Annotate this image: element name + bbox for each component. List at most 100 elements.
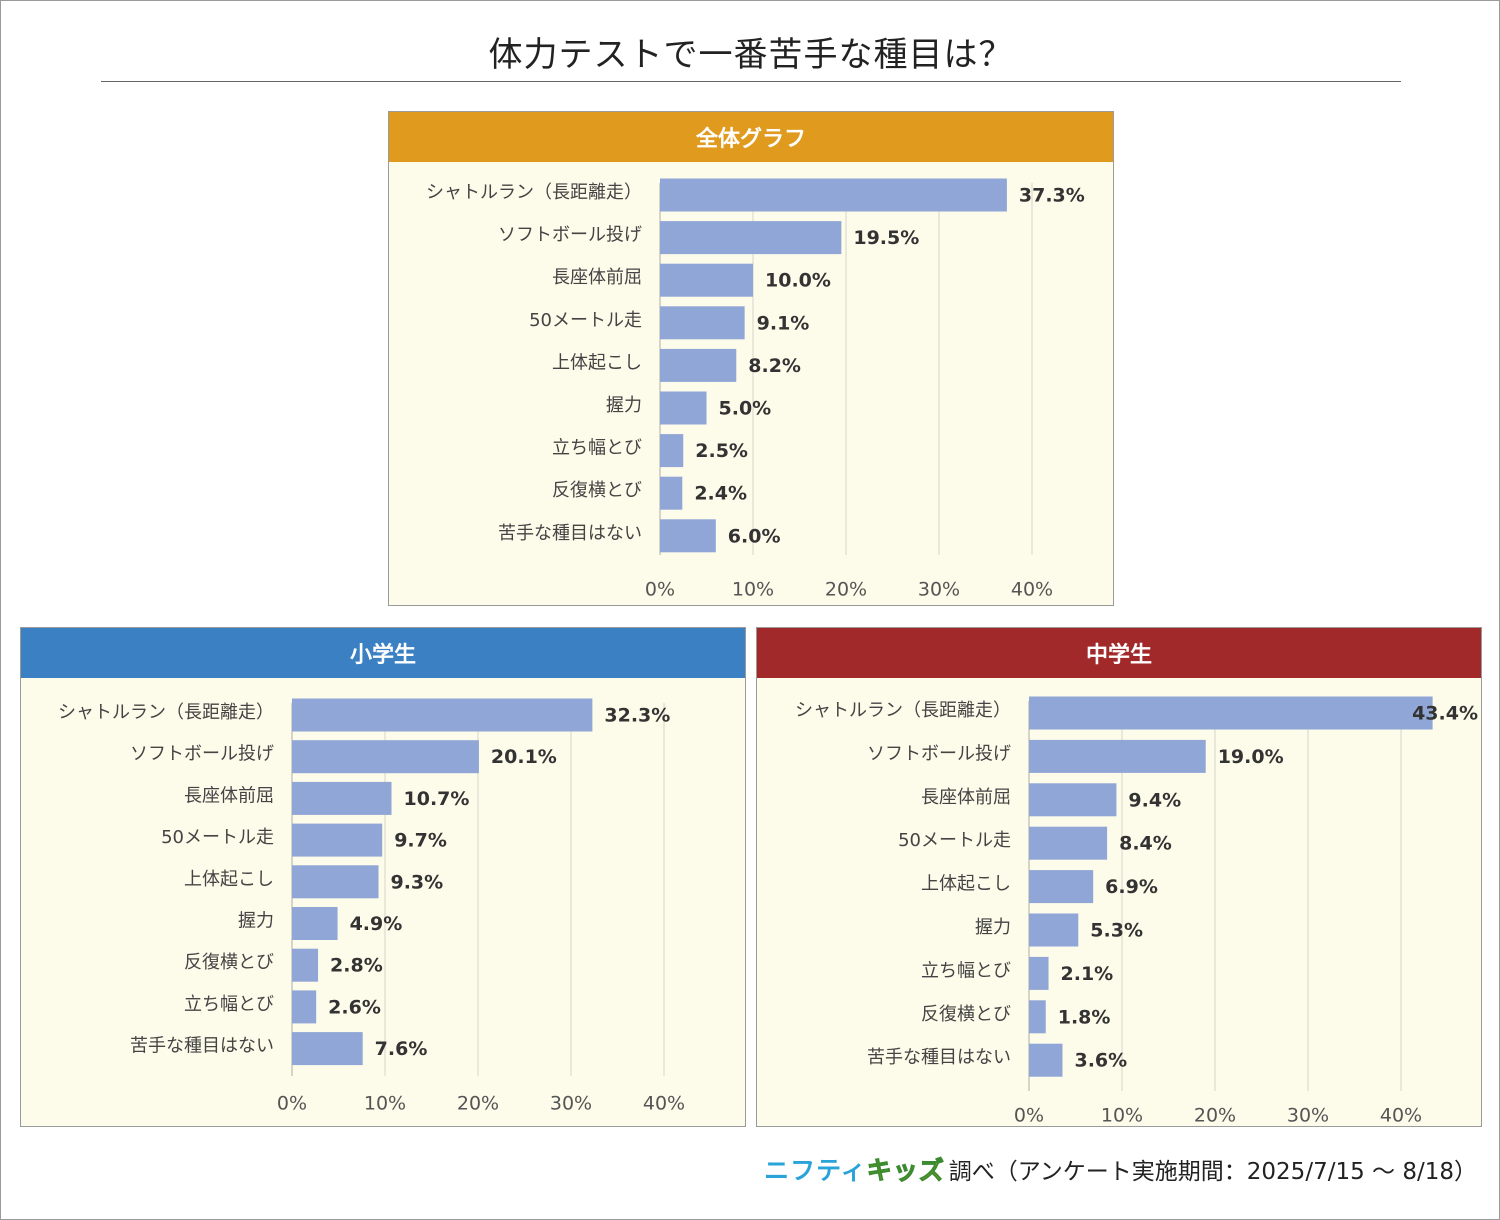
bar [292, 781, 392, 815]
overall-chart-panel: 全体グラフ シャトルラン（長距離走） 37.3% ソフトボール投げ 19.5% 長座体前… [388, 111, 1114, 606]
value-label: 2.6% [328, 996, 381, 1018]
elementary-bar-chart: シャトルラン（長距離走） 32.3% ソフトボール投げ 20.1% 長座体前屈 10.7%… [58, 698, 685, 1115]
bar [292, 740, 479, 774]
value-label: 4.9% [350, 913, 403, 935]
value-label: 43.4% [1412, 703, 1478, 725]
category-label: 反復横とび [552, 480, 642, 501]
category-label: 握力 [975, 917, 1011, 938]
value-label: 32.3% [604, 705, 670, 727]
bar [1029, 1043, 1063, 1077]
value-label: 3.6% [1074, 1050, 1127, 1072]
bar [660, 391, 707, 425]
value-label: 5.3% [1090, 920, 1143, 942]
value-label: 8.2% [748, 355, 801, 377]
bar [1029, 870, 1094, 904]
source-note: 調べ（アンケート実施期間：2025/7/15 ～ 8/18） [948, 1159, 1477, 1185]
value-label: 6.9% [1105, 876, 1158, 898]
source-footer: ニフティ キッズ 調べ（アンケート実施期間：2025/7/15 ～ 8/18） [764, 1151, 1477, 1187]
bar [292, 907, 338, 940]
junior-chart-header: 中学生 [757, 628, 1481, 678]
category-label: 長座体前屈 [552, 267, 642, 288]
value-label: 8.4% [1119, 833, 1172, 855]
overall-bar-chart: シャトルラン（長距離走） 37.3% ソフトボール投げ 19.5% 長座体前屈 10.0%… [426, 178, 1085, 601]
x-tick-label: 30% [550, 1093, 592, 1115]
x-tick-label: 40% [643, 1093, 685, 1115]
x-tick-label: 20% [825, 579, 867, 601]
bar [660, 476, 683, 510]
category-label: 上体起こし [921, 874, 1011, 895]
bar [292, 698, 593, 732]
bar [1029, 783, 1117, 817]
category-label: 苦手な種目はない [498, 523, 642, 544]
value-label: 9.1% [757, 312, 810, 334]
value-label: 10.0% [765, 270, 831, 292]
category-label: 50メートル走 [161, 827, 274, 848]
category-label: 立ち幅とび [184, 994, 274, 1015]
bar [660, 434, 684, 468]
bar [292, 948, 319, 982]
bar [660, 221, 842, 255]
bar [660, 263, 753, 297]
x-tick-label: 0% [1014, 1105, 1044, 1127]
x-tick-label: 0% [645, 579, 675, 601]
x-tick-label: 30% [1287, 1105, 1329, 1127]
category-label: 立ち幅とび [921, 960, 1011, 981]
junior-chart-panel: 中学生 シャトルラン（長距離走） 43.4% ソフトボール投げ 19.0% 長座体前屈 9… [756, 627, 1482, 1127]
bar [292, 1032, 363, 1066]
value-label: 20.1% [491, 746, 557, 768]
category-label: 苦手な種目はない [867, 1047, 1011, 1068]
category-label: 上体起こし [552, 352, 642, 373]
value-label: 1.8% [1058, 1006, 1111, 1028]
category-label: 苦手な種目はない [130, 1036, 274, 1057]
brand-logo-part2: キッズ [866, 1156, 945, 1186]
x-tick-label: 40% [1380, 1105, 1422, 1127]
title-underline [101, 81, 1401, 82]
bar [292, 823, 383, 857]
x-tick-label: 10% [732, 579, 774, 601]
category-label: 反復横とび [921, 1004, 1011, 1025]
main-title: 体力テストで一番苦手な種目は？ [488, 35, 1014, 75]
category-label: シャトルラン（長距離走） [58, 702, 274, 723]
x-tick-label: 40% [1011, 579, 1053, 601]
value-label: 6.0% [728, 525, 781, 547]
value-label: 2.5% [695, 440, 748, 462]
junior-bar-chart: シャトルラン（長距離走） 43.4% ソフトボール投げ 19.0% 長座体前屈 9.4% 5… [795, 696, 1478, 1127]
x-tick-label: 10% [364, 1093, 406, 1115]
bar [1029, 696, 1433, 730]
value-label: 9.7% [394, 830, 447, 852]
elementary-chart-panel: 小学生 シャトルラン（長距離走） 32.3% ソフトボール投げ 20.1% 長座体前屈 1… [20, 627, 746, 1127]
category-label: 上体起こし [184, 869, 274, 890]
value-label: 10.7% [404, 788, 470, 810]
category-label: 長座体前屈 [184, 785, 274, 806]
category-label: 50メートル走 [898, 830, 1011, 851]
bar [292, 865, 379, 899]
category-label: シャトルラン（長距離走） [795, 700, 1011, 721]
elementary-chart-header: 小学生 [21, 628, 745, 678]
x-tick-label: 20% [457, 1093, 499, 1115]
x-tick-label: 20% [1194, 1105, 1236, 1127]
bar [660, 178, 1007, 212]
brand-logo-part1: ニフティ [764, 1156, 867, 1185]
x-tick-label: 0% [277, 1093, 307, 1115]
bar [1029, 913, 1079, 947]
value-label: 19.0% [1218, 746, 1284, 768]
category-label: 立ち幅とび [552, 438, 642, 459]
category-label: 握力 [238, 911, 274, 932]
category-label: 50メートル走 [529, 310, 642, 331]
value-label: 2.4% [694, 483, 747, 505]
value-label: 9.3% [390, 871, 443, 893]
x-tick-label: 30% [918, 579, 960, 601]
value-label: 2.1% [1061, 963, 1114, 985]
category-label: 長座体前屈 [921, 787, 1011, 808]
value-label: 19.5% [853, 227, 919, 249]
category-label: ソフトボール投げ [867, 743, 1011, 764]
bar [292, 990, 317, 1024]
value-label: 7.6% [375, 1038, 428, 1060]
bar [1029, 739, 1206, 773]
category-label: 反復横とび [184, 952, 274, 973]
bar [660, 348, 737, 382]
category-label: ソフトボール投げ [498, 225, 642, 246]
value-label: 37.3% [1019, 185, 1085, 207]
bar [1029, 826, 1108, 860]
